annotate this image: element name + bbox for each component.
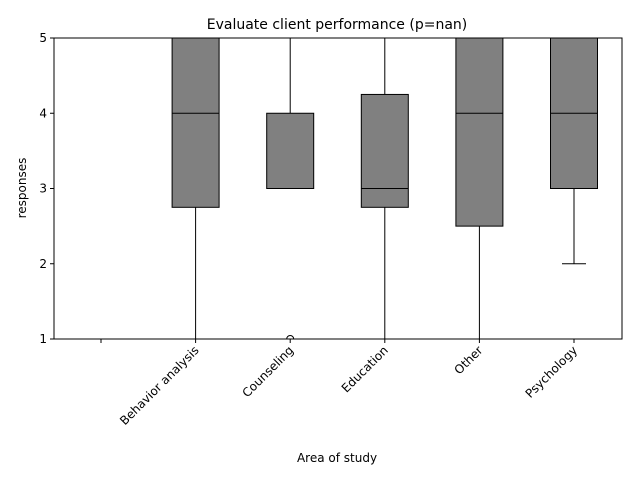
y-tick-label: 1 bbox=[39, 332, 47, 346]
box-iqr bbox=[266, 112, 315, 189]
x-axis-label: Area of study bbox=[297, 451, 377, 465]
plot-area bbox=[171, 38, 598, 339]
box-iqr bbox=[171, 38, 220, 208]
outlier-point bbox=[286, 335, 295, 339]
y-axis-label: responses bbox=[15, 158, 29, 219]
box-2 bbox=[266, 38, 315, 339]
box-4 bbox=[455, 38, 504, 339]
chart-title: Evaluate client performance (p=nan) bbox=[207, 17, 467, 33]
y-tick-label: 2 bbox=[39, 257, 47, 271]
box-1 bbox=[171, 38, 220, 339]
box-3 bbox=[360, 38, 409, 339]
y-ticks: 1 2 3 4 5 bbox=[39, 31, 54, 346]
y-tick-label: 4 bbox=[39, 106, 47, 120]
box-group bbox=[171, 38, 598, 339]
y-tick-label: 5 bbox=[39, 31, 47, 45]
box-iqr bbox=[455, 38, 504, 227]
box-5 bbox=[550, 38, 598, 265]
box-iqr bbox=[360, 93, 409, 208]
y-tick-label: 3 bbox=[39, 182, 47, 196]
